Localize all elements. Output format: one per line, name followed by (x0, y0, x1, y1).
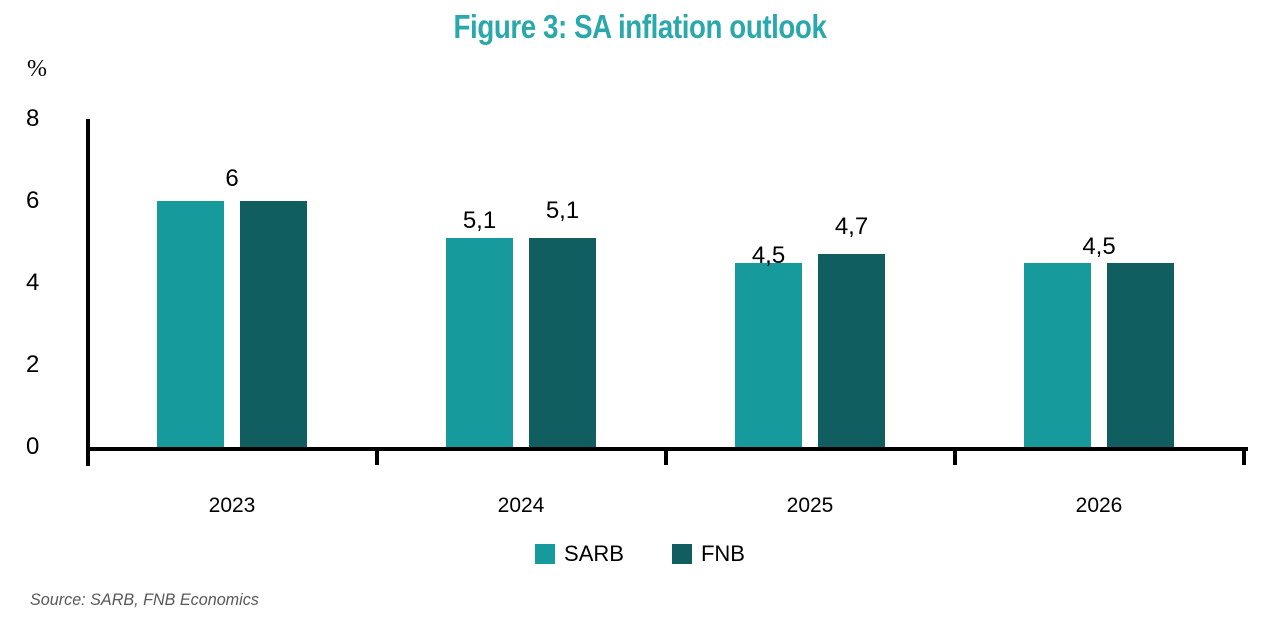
bar-fnb-2026 (1107, 262, 1174, 447)
bar-sarb-2023 (157, 201, 224, 447)
x-axis-tick (952, 447, 957, 465)
x-axis-category-label: 2025 (786, 494, 834, 517)
x-axis-category-label: 2023 (208, 494, 256, 517)
legend-swatch-sarb (535, 544, 556, 564)
bar-value-label: 4,5 (751, 241, 786, 269)
bar-fnb-2023 (240, 201, 307, 447)
source-note: Source: SARB, FNB Economics (30, 590, 259, 609)
y-axis-tick-label: 6 (26, 187, 40, 214)
y-axis-tick-label: 2 (26, 351, 40, 378)
bar-sarb-2025 (735, 262, 802, 447)
bar-sarb-2026 (1024, 262, 1091, 447)
y-axis-tick-label: 0 (26, 433, 40, 460)
y-axis-tick-label: 8 (26, 105, 40, 132)
legend-label-fnb: FNB (700, 541, 745, 566)
bar-value-label: 4,7 (834, 213, 869, 241)
x-axis-tick (374, 447, 379, 465)
x-axis-tick (1241, 447, 1246, 465)
legend-item-sarb: SARB (535, 542, 624, 566)
bar-sarb-2024 (446, 237, 513, 447)
chart-title: Figure 3: SA inflation outlook (453, 8, 827, 45)
y-axis-tick-label: 4 (26, 269, 40, 296)
legend-label-sarb: SARB (564, 541, 624, 566)
bar-fnb-2024 (529, 237, 596, 447)
y-axis-unit-label: % (27, 56, 47, 82)
bar-fnb-2025 (818, 254, 885, 447)
bar-value-label: 5,1 (545, 196, 580, 224)
y-axis-line (86, 119, 90, 466)
x-axis-category-label: 2024 (497, 494, 545, 517)
bar-value-label: 5,1 (462, 206, 497, 234)
x-axis-tick (663, 447, 668, 465)
bar-value-label: 4,5 (1082, 232, 1116, 260)
legend-swatch-fnb (671, 544, 692, 564)
legend-item-fnb: FNB (671, 541, 745, 566)
legend: SARB FNB (0, 542, 1280, 566)
bar-value-label: 6 (225, 165, 239, 192)
x-axis-category-label: 2026 (1075, 494, 1123, 517)
